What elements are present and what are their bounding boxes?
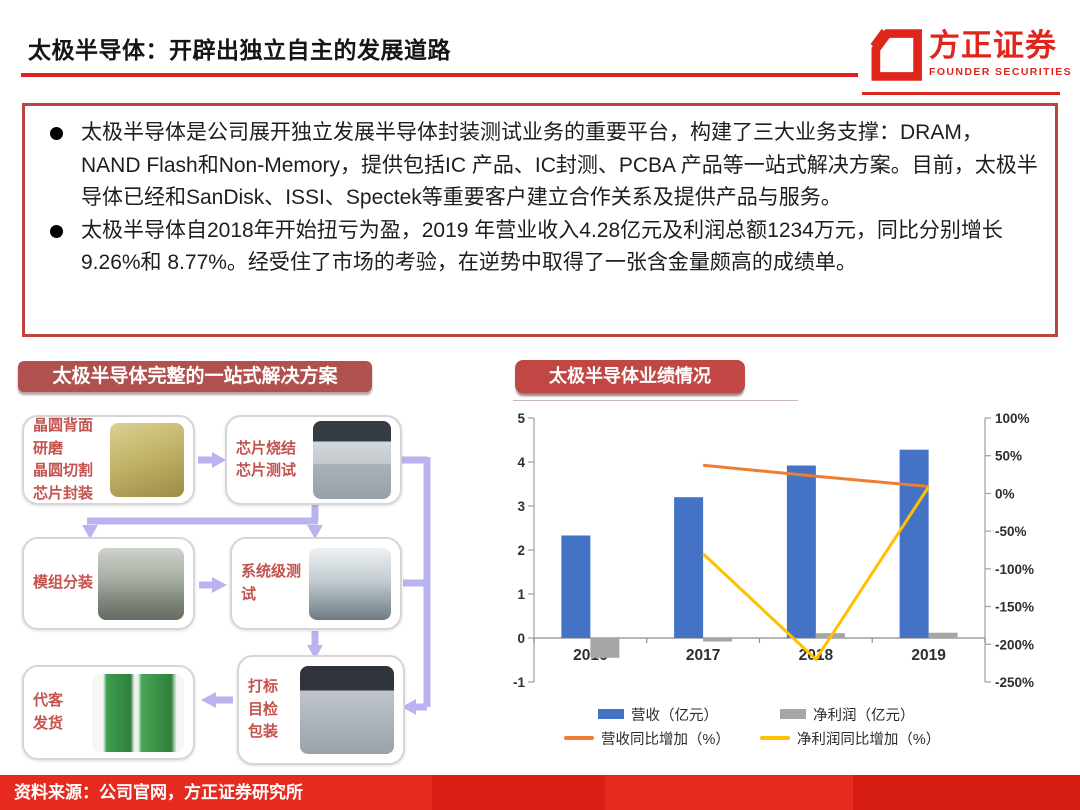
flow-step-module: 模组分装 <box>22 537 195 630</box>
step-label: 系统级测 试 <box>241 563 302 603</box>
summary-bullet: 太极半导体自2018年开始扭亏为盈，2019 年营业收入4.28亿元及利润总额1… <box>43 215 1039 280</box>
line-series-1 <box>702 485 930 662</box>
right-axis-label: 50% <box>995 449 1022 464</box>
left-axis-label: 2 <box>517 543 525 558</box>
left-axis-label: 5 <box>517 411 525 426</box>
left-axis-label: 4 <box>517 455 525 470</box>
bar-1-2017 <box>703 638 733 642</box>
flow-step-chip-test: 芯片烧结 芯片测试 <box>225 415 402 505</box>
bar-1-2016 <box>590 638 620 658</box>
summary-bullet: 太极半导体是公司展开独立发展半导体封装测试业务的重要平台，构建了三大业务支撑：D… <box>43 117 1039 215</box>
legend-swatch <box>598 709 624 719</box>
logo-name-cn: 方正证券 <box>929 28 1057 63</box>
bar-0-2017 <box>674 497 704 638</box>
legend-item-revenue: 营收（亿元） <box>598 704 718 725</box>
legend-label: 净利润同比增加（%） <box>796 731 941 748</box>
right-axis-label: -50% <box>995 524 1027 539</box>
step-label: 打标 目检 包装 <box>248 678 279 741</box>
source-bar: 资料来源：公司官网，方正证券研究所 <box>0 775 1080 810</box>
bar-0-2016 <box>561 535 591 638</box>
bar-0-2018 <box>786 465 816 638</box>
performance-chart: 5 4 3 2 1 0 -1 100% 50% 0% -50% -100% -150% -200% -250… <box>513 411 1034 690</box>
summary-bullet-text: 太极半导体是公司展开独立发展半导体封装测试业务的重要平台，构建了三大业务支撑：D… <box>81 121 1038 209</box>
right-axis-label: -150% <box>995 600 1034 615</box>
flow-step-packaging: 打标 目检 包装 <box>237 655 405 765</box>
solution-section-badge: 太极半导体完整的一站式解决方案 <box>18 361 372 392</box>
title-underline <box>21 73 858 77</box>
flow-connector-arrows <box>82 452 431 715</box>
step-photo <box>110 423 184 497</box>
bar-0-2019 <box>899 449 929 638</box>
legend-item-net-profit: 净利润（亿元） <box>780 704 915 725</box>
left-axis-label: 0 <box>517 631 525 646</box>
right-axis-label: -100% <box>995 562 1034 577</box>
summary-bullet-text: 太极半导体自2018年开始扭亏为盈，2019 年营业收入4.28亿元及利润总额1… <box>81 218 1003 275</box>
legend-label: 营收同比增加（%） <box>601 731 730 748</box>
chart-legend: 营收（亿元） 净利润（亿元） 营收同比增加（%） 净利润同比增加（%） <box>540 702 1030 750</box>
legend-swatch <box>564 736 594 740</box>
founder-logo-icon <box>866 26 924 84</box>
step-photo <box>300 666 394 754</box>
bullet-icon <box>50 127 63 140</box>
source-text: 资料来源：公司官网，方正证券研究所 <box>14 783 303 802</box>
page-title: 太极半导体：开辟出独立自主的发展道路 <box>28 37 451 63</box>
flow-step-shipping: 代客 发货 <box>22 665 195 760</box>
x-axis-label: 2017 <box>686 647 720 664</box>
summary-bullets: 太极半导体是公司展开独立发展半导体封装测试业务的重要平台，构建了三大业务支撑：D… <box>43 117 1039 280</box>
step-label: 芯片烧结 芯片测试 <box>236 439 297 480</box>
legend-item-profit-yoy: 净利润同比增加（%） <box>759 728 941 749</box>
step-label: 晶圆背面 研磨 晶圆切割 芯片封装 <box>33 417 94 502</box>
step-photo <box>92 673 184 752</box>
logo-underline <box>862 92 1060 95</box>
legend-item-revenue-yoy: 营收同比增加（%） <box>564 728 730 749</box>
step-label: 模组分装 <box>33 574 94 592</box>
step-photo <box>309 547 391 620</box>
bullet-icon <box>50 224 63 238</box>
right-axis-label: -250% <box>995 675 1034 690</box>
summary-box: 太极半导体是公司展开独立发展半导体封装测试业务的重要平台，构建了三大业务支撑：D… <box>22 103 1058 337</box>
flow-step-system-test: 系统级测 试 <box>230 537 402 630</box>
right-axis-label: 100% <box>995 411 1030 426</box>
right-axis-label: 0% <box>995 486 1015 501</box>
step-photo <box>98 547 184 620</box>
flow-step-wafer: 晶圆背面 研磨 晶圆切割 芯片封装 <box>22 415 195 505</box>
logo-name-en: FOUNDER SECURITIES <box>929 65 1073 78</box>
left-axis-label: -1 <box>513 675 525 690</box>
chart-top-divider <box>513 400 798 401</box>
step-photo <box>313 421 391 499</box>
legend-label: 营收（亿元） <box>631 707 718 724</box>
step-label: 代客 发货 <box>33 692 64 732</box>
bar-1-2019 <box>928 632 958 638</box>
left-axis-label: 3 <box>517 499 525 514</box>
company-logo: 方正证券 FOUNDER SECURITIES <box>866 26 1072 84</box>
legend-swatch <box>780 709 806 719</box>
legend-swatch <box>759 736 790 740</box>
performance-section-badge: 太极半导体业绩情况 <box>515 360 745 393</box>
left-axis-label: 1 <box>517 587 525 602</box>
right-axis-label: -200% <box>995 637 1034 652</box>
legend-label: 净利润（亿元） <box>813 707 915 724</box>
line-series-0 <box>702 463 929 488</box>
x-axis-label: 2019 <box>911 647 946 664</box>
